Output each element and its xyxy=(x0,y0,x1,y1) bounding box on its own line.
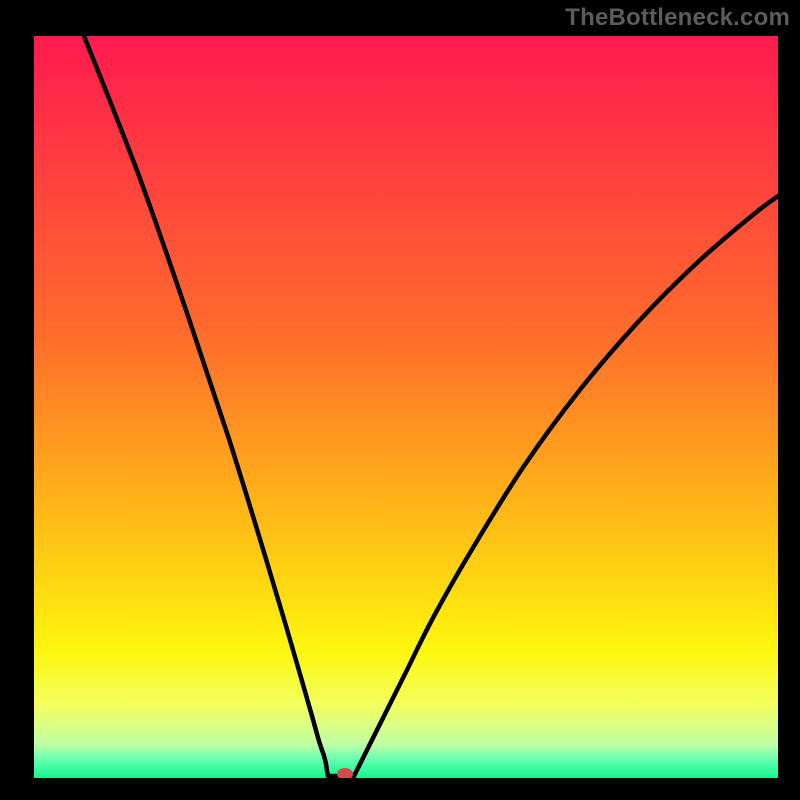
curve-marker xyxy=(337,768,353,778)
curve-path xyxy=(84,36,778,776)
plot-area xyxy=(34,36,778,778)
watermark-text: TheBottleneck.com xyxy=(565,4,790,32)
bottleneck-curve xyxy=(34,36,778,778)
outer-frame: TheBottleneck.com xyxy=(0,0,800,800)
